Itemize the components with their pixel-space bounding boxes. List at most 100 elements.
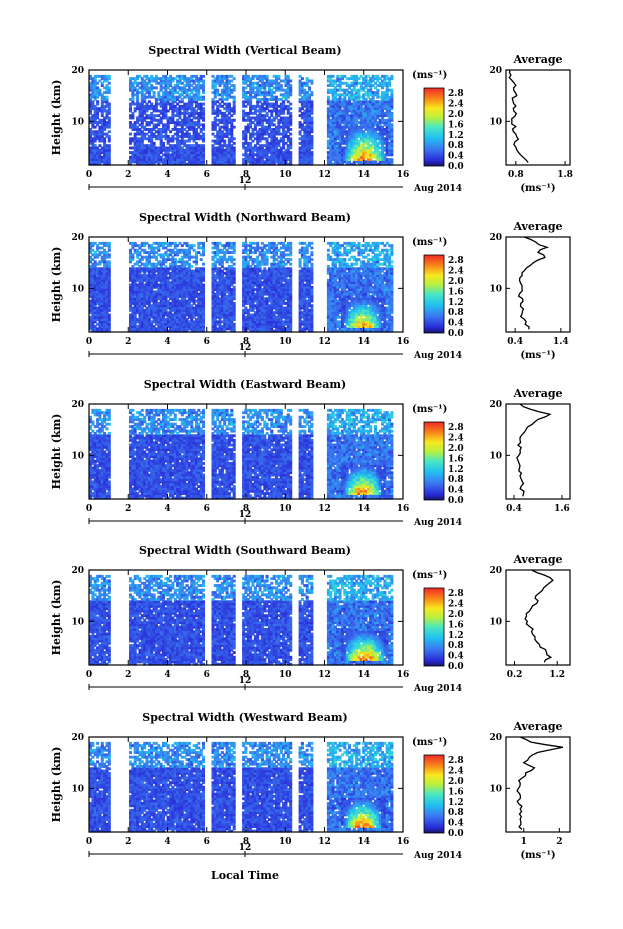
heatmap-cell bbox=[187, 253, 191, 257]
heatmap-cell bbox=[187, 125, 191, 129]
heatmap-cell bbox=[164, 100, 168, 104]
heatmap-cell bbox=[152, 302, 156, 305]
heatmap-cell bbox=[289, 139, 293, 143]
heatmap-cell bbox=[275, 79, 278, 83]
heatmap-cell bbox=[145, 295, 149, 298]
heatmap-cell bbox=[107, 123, 111, 127]
heatmap-cell bbox=[152, 299, 156, 303]
heatmap-cell bbox=[105, 271, 109, 275]
heatmap-cell bbox=[166, 258, 170, 261]
heatmap-cell bbox=[93, 93, 97, 97]
heatmap-cell bbox=[164, 329, 168, 333]
heatmap-cell bbox=[305, 93, 309, 97]
heatmap-cell bbox=[376, 146, 380, 150]
heatmap-cell bbox=[260, 104, 264, 108]
heatmap-cell bbox=[202, 160, 205, 164]
heatmap-cell bbox=[157, 91, 161, 94]
heatmap-cell bbox=[244, 79, 248, 83]
heatmap-cell bbox=[150, 102, 154, 106]
heatmap-cell bbox=[173, 297, 177, 301]
heatmap-cell bbox=[352, 79, 356, 83]
heatmap-cell bbox=[98, 313, 102, 317]
heatmap-cell bbox=[359, 146, 363, 150]
heatmap-cell bbox=[258, 111, 262, 115]
heatmap-cell bbox=[176, 128, 180, 131]
heatmap-cell bbox=[244, 100, 248, 104]
heatmap-cell bbox=[152, 295, 156, 298]
heatmap-cell bbox=[136, 95, 140, 99]
heatmap-cell bbox=[282, 111, 286, 115]
heatmap-cell bbox=[164, 95, 168, 99]
heatmap-cell bbox=[345, 158, 349, 161]
heatmap-cell bbox=[89, 116, 92, 120]
heatmap-cell bbox=[216, 151, 220, 154]
heatmap-cell bbox=[154, 255, 158, 259]
heatmap-cell bbox=[107, 148, 111, 152]
heatmap-cell bbox=[251, 121, 255, 124]
heatmap-cell bbox=[105, 109, 109, 113]
heatmap-cell bbox=[220, 325, 224, 328]
heatmap-cell bbox=[162, 320, 165, 324]
heatmap-cell bbox=[211, 132, 215, 136]
heatmap-cell bbox=[282, 104, 286, 108]
heatmap-cell bbox=[169, 102, 173, 106]
heatmap-cell bbox=[162, 107, 165, 111]
heatmap-cell bbox=[249, 107, 253, 111]
heatmap-cell bbox=[211, 100, 215, 104]
heatmap-cell bbox=[157, 304, 161, 308]
heatmap-cell bbox=[275, 88, 278, 92]
heatmap-cell bbox=[366, 139, 370, 143]
heatmap-cell bbox=[136, 255, 140, 259]
heatmap-cell bbox=[378, 130, 382, 134]
heatmap-cell bbox=[213, 292, 217, 296]
heatmap-cell bbox=[265, 79, 269, 83]
heatmap-cell bbox=[152, 311, 156, 315]
heatmap-cell bbox=[279, 88, 283, 92]
heatmap-cell bbox=[145, 265, 149, 268]
heatmap-cell bbox=[225, 118, 229, 122]
heatmap-cell bbox=[310, 100, 314, 104]
heatmap-cell bbox=[195, 262, 198, 266]
heatmap-cell bbox=[227, 265, 231, 268]
heatmap-cell bbox=[152, 141, 156, 145]
heatmap-cell bbox=[279, 121, 283, 124]
heatmap-cell bbox=[227, 278, 231, 282]
colorbar-tick-label: 0.0 bbox=[448, 162, 464, 172]
heatmap-cell bbox=[220, 295, 224, 298]
heatmap-cell bbox=[143, 84, 147, 87]
heatmap-cell bbox=[378, 114, 382, 118]
heatmap-cell bbox=[385, 109, 389, 113]
heatmap-cell bbox=[178, 308, 182, 312]
heatmap-cell bbox=[131, 299, 135, 303]
heatmap-cell bbox=[225, 95, 229, 99]
heatmap-cell bbox=[129, 271, 132, 275]
heatmap-cell bbox=[154, 320, 158, 324]
heatmap-cell bbox=[162, 160, 165, 164]
heatmap-cell bbox=[195, 308, 198, 312]
heatmap-cell bbox=[341, 160, 344, 164]
heatmap-cell bbox=[341, 88, 344, 92]
heatmap-cell bbox=[381, 111, 384, 115]
heatmap-cell bbox=[166, 290, 170, 294]
heatmap-cell bbox=[223, 148, 227, 152]
heatmap-cell bbox=[216, 253, 220, 257]
heatmap-cell bbox=[369, 77, 373, 81]
heatmap-cell bbox=[197, 327, 201, 331]
heatmap-cell bbox=[107, 325, 111, 328]
heatmap-cell bbox=[336, 137, 340, 141]
heatmap-cell bbox=[157, 114, 161, 118]
heatmap-cell bbox=[383, 102, 387, 106]
heatmap-cell bbox=[272, 109, 276, 113]
heatmap-cell bbox=[166, 86, 170, 90]
heatmap-cell bbox=[225, 114, 229, 118]
heatmap-cell bbox=[147, 322, 151, 326]
heatmap-cell bbox=[355, 123, 359, 127]
heatmap-cell bbox=[178, 95, 182, 99]
heatmap-cell bbox=[105, 318, 109, 321]
heatmap-cell bbox=[93, 107, 97, 111]
heatmap-cell bbox=[333, 88, 337, 92]
heatmap-cell bbox=[145, 276, 149, 280]
heatmap-cell bbox=[357, 107, 361, 111]
heatmap-cell bbox=[107, 241, 111, 245]
heatmap-cell bbox=[277, 162, 281, 166]
